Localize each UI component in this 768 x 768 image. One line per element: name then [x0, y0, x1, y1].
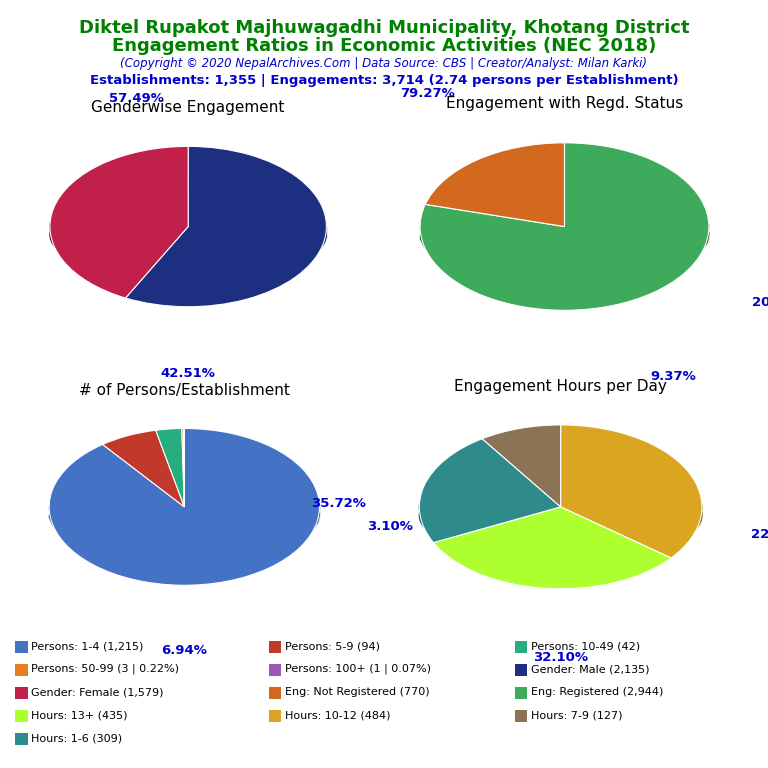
Polygon shape — [433, 528, 671, 563]
Text: Persons: 100+ (1 | 0.07%): Persons: 100+ (1 | 0.07%) — [285, 664, 431, 674]
Polygon shape — [561, 459, 702, 545]
Text: 57.49%: 57.49% — [109, 92, 164, 105]
Text: 3.10%: 3.10% — [367, 521, 412, 534]
Text: 32.10%: 32.10% — [533, 650, 588, 664]
Wedge shape — [482, 425, 561, 507]
Polygon shape — [421, 178, 709, 283]
Text: 22.80%: 22.80% — [751, 528, 768, 541]
Wedge shape — [433, 507, 671, 589]
Text: (Copyright © 2020 NepalArchives.Com | Data Source: CBS | Creator/Analyst: Milan : (Copyright © 2020 NepalArchives.Com | Da… — [121, 57, 647, 70]
Polygon shape — [419, 468, 482, 536]
Text: Persons: 1-4 (1,215): Persons: 1-4 (1,215) — [31, 641, 144, 651]
Text: Hours: 7-9 (127): Hours: 7-9 (127) — [531, 710, 622, 720]
Polygon shape — [49, 462, 319, 560]
Wedge shape — [125, 147, 326, 306]
Text: Diktel Rupakot Majhuwagadhi Municipality, Khotang District: Diktel Rupakot Majhuwagadhi Municipality… — [79, 19, 689, 37]
Text: Gender: Female (1,579): Gender: Female (1,579) — [31, 687, 164, 697]
Wedge shape — [182, 429, 184, 507]
Text: 42.51%: 42.51% — [161, 367, 216, 380]
Text: Eng: Not Registered (770): Eng: Not Registered (770) — [285, 687, 429, 697]
Title: # of Persons/Establishment: # of Persons/Establishment — [79, 383, 290, 398]
Text: Hours: 1-6 (309): Hours: 1-6 (309) — [31, 733, 123, 743]
Text: 6.94%: 6.94% — [161, 644, 207, 657]
Title: Genderwise Engagement: Genderwise Engagement — [91, 101, 285, 115]
Text: 20.73%: 20.73% — [752, 296, 768, 309]
Text: Persons: 10-49 (42): Persons: 10-49 (42) — [531, 641, 640, 651]
Title: Engagement with Regd. Status: Engagement with Regd. Status — [446, 96, 683, 111]
Wedge shape — [419, 439, 561, 542]
Text: 79.27%: 79.27% — [400, 87, 455, 100]
Text: Engagement Ratios in Economic Activities (NEC 2018): Engagement Ratios in Economic Activities… — [112, 37, 656, 55]
Text: Gender: Male (2,135): Gender: Male (2,135) — [531, 664, 649, 674]
Polygon shape — [50, 180, 188, 276]
Wedge shape — [420, 143, 709, 310]
Wedge shape — [561, 425, 702, 558]
Text: 35.72%: 35.72% — [312, 497, 366, 510]
Text: Persons: 50-99 (3 | 0.22%): Persons: 50-99 (3 | 0.22%) — [31, 664, 180, 674]
Wedge shape — [156, 429, 184, 507]
Text: Persons: 5-9 (94): Persons: 5-9 (94) — [285, 641, 380, 651]
Wedge shape — [103, 430, 184, 507]
Wedge shape — [425, 143, 564, 227]
Text: Establishments: 1,355 | Engagements: 3,714 (2.74 persons per Establishment): Establishments: 1,355 | Engagements: 3,7… — [90, 74, 678, 87]
Text: Hours: 13+ (435): Hours: 13+ (435) — [31, 710, 128, 720]
Text: Hours: 10-12 (484): Hours: 10-12 (484) — [285, 710, 390, 720]
Wedge shape — [50, 147, 188, 298]
Text: Eng: Registered (2,944): Eng: Registered (2,944) — [531, 687, 663, 697]
Polygon shape — [125, 180, 326, 281]
Title: Engagement Hours per Day: Engagement Hours per Day — [454, 379, 667, 393]
Wedge shape — [49, 429, 319, 585]
Text: 9.37%: 9.37% — [650, 370, 697, 382]
